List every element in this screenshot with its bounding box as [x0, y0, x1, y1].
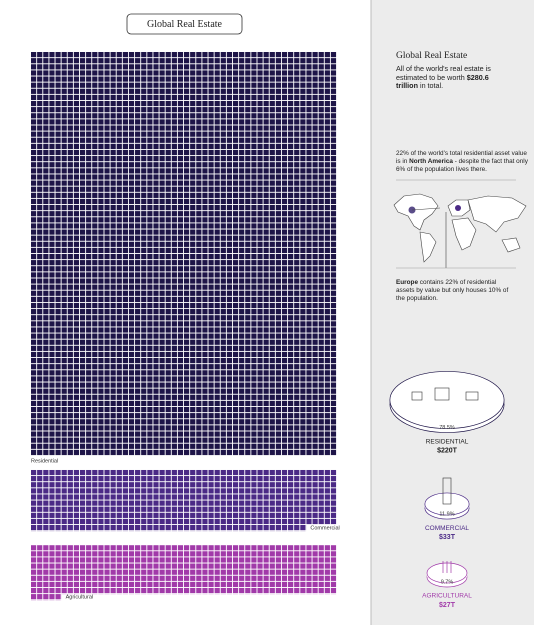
sidebar-bg	[371, 0, 534, 625]
value-label: $33T	[439, 534, 456, 541]
asia	[467, 195, 527, 233]
share-label: 78.5%	[439, 425, 455, 431]
category-label: AGRICULTURAL	[422, 593, 472, 600]
europe-note: Europe contains 22% of residential asset…	[396, 279, 516, 303]
text: contains 22% of residential assets by va…	[396, 279, 509, 302]
north-america	[393, 193, 439, 231]
building-icon	[434, 387, 450, 401]
south-america	[419, 231, 437, 263]
building-icon	[465, 391, 479, 401]
block-label: Residential	[31, 458, 58, 464]
waffle-block	[31, 469, 337, 532]
africa	[451, 217, 477, 251]
north-america-note: 22% of the world's total residential ass…	[396, 150, 528, 174]
value-label: $220T	[437, 447, 458, 454]
block-label: Agricultural	[66, 595, 94, 601]
emphasis: North America	[409, 158, 453, 165]
title-box	[126, 13, 243, 35]
emphasis: Europe	[396, 279, 419, 286]
value-label: $27T	[439, 602, 456, 609]
share-label: 11.9%	[439, 512, 454, 518]
category-label: RESIDENTIAL	[426, 438, 469, 445]
chart-title: Global Real Estate	[147, 19, 223, 30]
block-label: Commercial	[310, 526, 339, 532]
intro-note: All of the world's real estate is estima…	[396, 64, 508, 91]
text: - despite the fact that only 6% of the p…	[396, 158, 528, 173]
waffle-block	[31, 52, 337, 456]
waffle-block	[30, 545, 337, 601]
emphasis: $280.6 trillion	[396, 72, 489, 91]
sidebar-title: Global Real Estate	[396, 51, 467, 61]
text: in total.	[417, 81, 444, 91]
australia	[501, 237, 521, 253]
text: All of the world's real estate is estima…	[396, 64, 491, 82]
category-label: COMMERCIAL	[425, 525, 469, 532]
leader	[411, 207, 441, 211]
building-icon	[411, 391, 423, 401]
world-map	[393, 179, 527, 269]
building-icon	[442, 477, 452, 505]
share-label: 9.7%	[441, 579, 454, 585]
text: 22% of the world's total residential ass…	[396, 150, 527, 165]
eu-dot	[455, 205, 461, 211]
